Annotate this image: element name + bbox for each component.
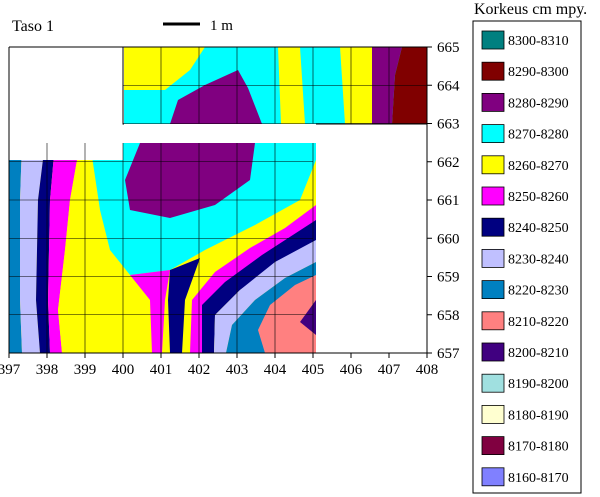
legend-label: 8180-8190 bbox=[508, 408, 569, 423]
scale-label: 1 m bbox=[210, 18, 233, 34]
upper-band-purple bbox=[170, 70, 262, 124]
legend-label: 8230-8240 bbox=[508, 252, 569, 267]
x-tick-label: 408 bbox=[416, 362, 439, 378]
legend-label: 8190-8200 bbox=[508, 377, 569, 392]
legend-label: 8200-8210 bbox=[508, 346, 569, 361]
x-axis: 397 398 399 400 401 402 403 404 405 406 407 408 bbox=[0, 353, 438, 378]
mask-step bbox=[90, 143, 96, 160]
legend: Korkeus cm mpy. 8300-8310 8290-8300 8280-8… bbox=[472, 1, 587, 494]
legend-items: 8300-8310 8290-8300 8280-8290 8270-8280 8260… bbox=[481, 30, 569, 487]
lower-band-navy-mid bbox=[168, 258, 200, 353]
legend-label: 8210-8220 bbox=[508, 315, 569, 330]
legend-swatch bbox=[481, 436, 505, 456]
lower-contour-zone bbox=[9, 143, 316, 353]
legend-swatch bbox=[481, 280, 505, 300]
x-tick-label: 406 bbox=[340, 362, 363, 378]
legend-swatch bbox=[481, 93, 505, 112]
legend-swatch bbox=[481, 404, 505, 424]
legend-label: 8160-8170 bbox=[508, 471, 569, 486]
lower-band-steel-left bbox=[9, 143, 22, 353]
y-tick-label: 663 bbox=[437, 117, 460, 133]
x-tick-label: 401 bbox=[150, 362, 173, 378]
lower-band-indigo bbox=[300, 300, 316, 335]
legend-label: 8270-8280 bbox=[508, 128, 569, 143]
legend-title: Korkeus cm mpy. bbox=[474, 1, 587, 18]
y-tick-label: 657 bbox=[437, 346, 460, 362]
legend-swatch bbox=[481, 61, 505, 81]
y-tick-label: 661 bbox=[437, 193, 460, 209]
lower-band-yellow-left bbox=[58, 143, 95, 353]
x-tick-label: 400 bbox=[112, 362, 135, 378]
lower-band-navy-left bbox=[36, 143, 55, 353]
legend-label: 8290-8300 bbox=[508, 65, 569, 80]
legend-swatch bbox=[481, 124, 505, 143]
y-tick-label: 659 bbox=[437, 270, 460, 286]
y-tick-label: 662 bbox=[437, 155, 460, 171]
legend-swatch bbox=[481, 342, 505, 362]
x-tick-label: 405 bbox=[302, 362, 325, 378]
x-tick-label: 403 bbox=[226, 362, 249, 378]
chart-title: Taso 1 bbox=[12, 18, 54, 35]
lower-band-lavender-left bbox=[20, 143, 45, 353]
lower-band-magenta-left bbox=[48, 143, 80, 353]
x-tick-label: 404 bbox=[264, 362, 287, 378]
legend-swatch bbox=[481, 311, 505, 331]
legend-swatch bbox=[481, 155, 505, 175]
x-tick-label: 398 bbox=[36, 362, 59, 378]
x-tick-label: 397 bbox=[0, 362, 21, 378]
legend-label: 8240-8250 bbox=[508, 221, 569, 236]
y-tick-label: 660 bbox=[437, 231, 460, 247]
x-tick-label: 399 bbox=[74, 362, 97, 378]
legend-swatch bbox=[481, 373, 505, 393]
legend-label: 8280-8290 bbox=[508, 96, 569, 111]
legend-label: 8260-8270 bbox=[508, 159, 569, 174]
lower-band-salmon bbox=[258, 275, 316, 353]
y-tick-label: 658 bbox=[437, 308, 460, 324]
y-tick-label: 665 bbox=[437, 40, 460, 56]
legend-label: 8250-8260 bbox=[508, 190, 569, 205]
upper-band-yellow-left bbox=[124, 47, 205, 90]
mask-top-left bbox=[9, 47, 123, 160]
x-tick-label: 402 bbox=[188, 362, 211, 378]
lower-band-lavender bbox=[214, 240, 316, 353]
legend-label: 8170-8180 bbox=[508, 440, 569, 455]
legend-swatch bbox=[481, 467, 505, 487]
legend-swatch bbox=[481, 217, 505, 237]
legend-swatch bbox=[481, 186, 505, 206]
lower-band-magenta-mid bbox=[130, 270, 170, 353]
y-axis: 665 664 663 662 661 660 659 658 657 bbox=[427, 40, 460, 362]
legend-swatch bbox=[481, 30, 505, 50]
legend-label: 8300-8310 bbox=[508, 34, 569, 49]
x-tick-label: 407 bbox=[378, 362, 401, 378]
legend-label: 8220-8230 bbox=[508, 284, 569, 299]
lower-band-navy bbox=[202, 220, 316, 353]
y-tick-label: 664 bbox=[437, 78, 460, 94]
legend-swatch bbox=[481, 248, 505, 268]
